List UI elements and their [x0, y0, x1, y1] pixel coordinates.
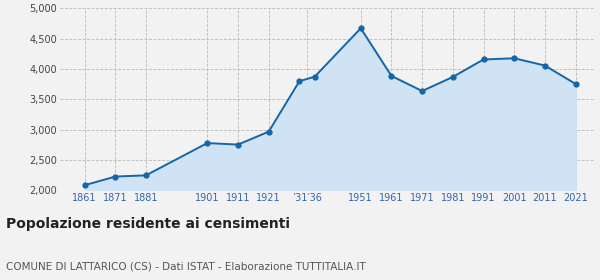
Text: Popolazione residente ai censimenti: Popolazione residente ai censimenti [6, 217, 290, 231]
Text: COMUNE DI LATTARICO (CS) - Dati ISTAT - Elaborazione TUTTITALIA.IT: COMUNE DI LATTARICO (CS) - Dati ISTAT - … [6, 262, 366, 272]
